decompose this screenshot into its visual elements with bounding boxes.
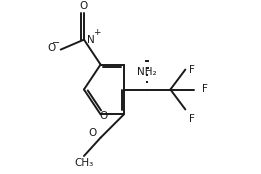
Text: CH₃: CH₃: [74, 158, 94, 168]
Text: NH₂: NH₂: [137, 67, 157, 77]
Text: O: O: [88, 128, 96, 138]
Text: +: +: [93, 29, 100, 37]
Text: −: −: [52, 38, 61, 48]
Text: F: F: [202, 85, 208, 94]
Text: F: F: [189, 65, 195, 74]
Text: F: F: [189, 114, 195, 124]
Text: O: O: [99, 111, 107, 121]
Text: O: O: [80, 1, 88, 11]
Text: N: N: [87, 35, 94, 45]
Text: O: O: [48, 43, 56, 53]
